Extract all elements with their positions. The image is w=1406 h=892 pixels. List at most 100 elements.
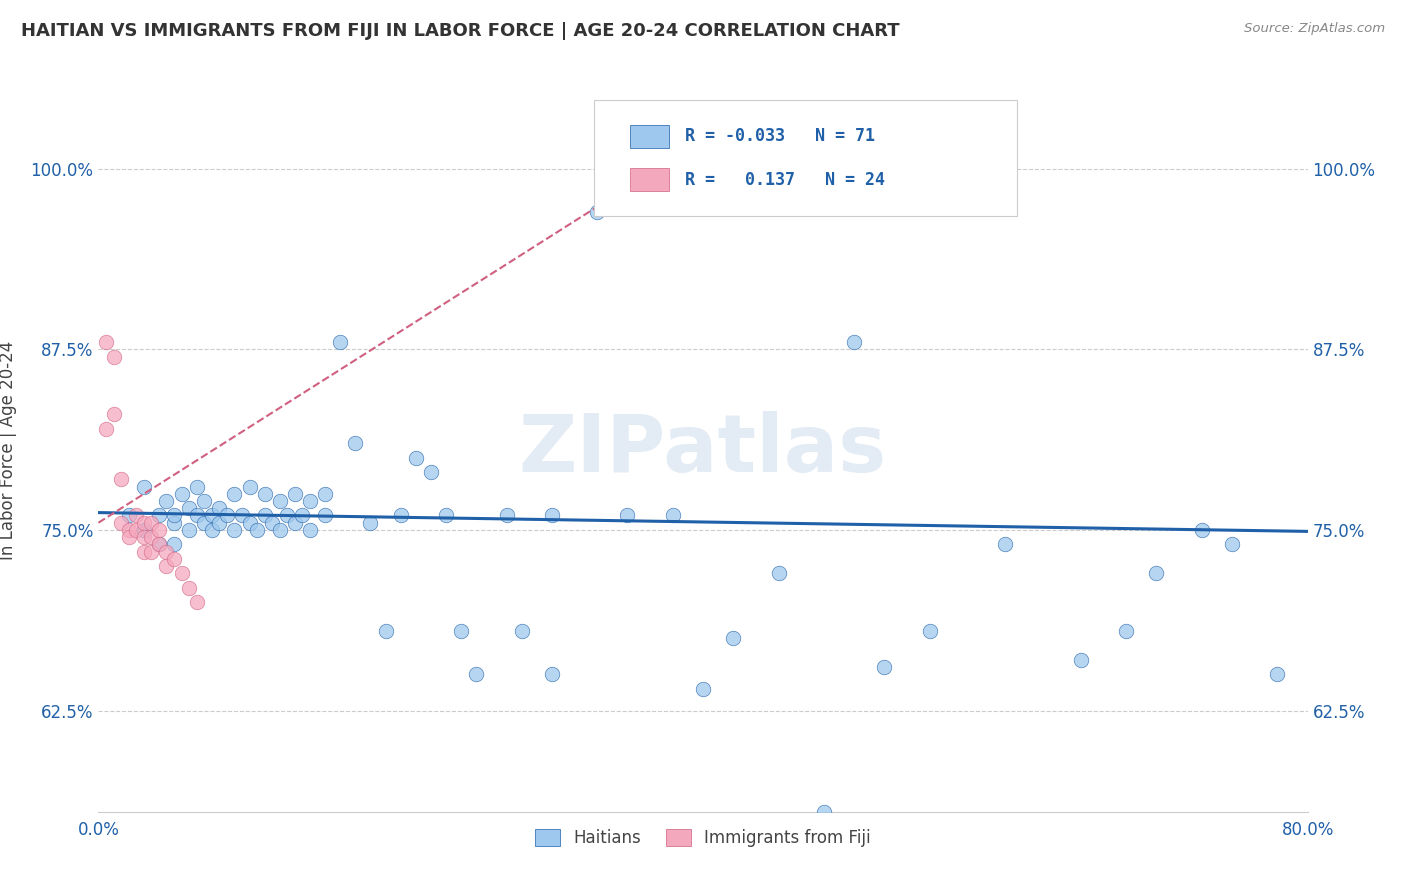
Point <box>179 581 201 595</box>
Point <box>224 487 246 501</box>
Point <box>141 530 163 544</box>
Point <box>616 508 638 523</box>
Point <box>148 508 170 523</box>
Point <box>262 516 284 530</box>
Point <box>132 516 155 530</box>
Point <box>132 523 155 537</box>
Point <box>239 480 262 494</box>
Point <box>291 508 314 523</box>
Point <box>768 566 790 581</box>
Bar <box>630 168 669 191</box>
Point <box>193 494 215 508</box>
Text: ZIPatlas: ZIPatlas <box>519 411 887 490</box>
Point <box>1070 653 1092 667</box>
Point <box>148 537 170 551</box>
Point <box>284 487 307 501</box>
Point <box>118 530 141 544</box>
Point <box>994 537 1017 551</box>
Point <box>495 508 517 523</box>
Point <box>193 516 215 530</box>
Point <box>314 487 336 501</box>
Point <box>844 334 866 349</box>
Point <box>276 508 298 523</box>
Bar <box>630 125 669 148</box>
Point <box>155 544 177 558</box>
Point <box>661 508 683 523</box>
Point <box>465 667 488 681</box>
Point <box>125 508 148 523</box>
Point <box>420 465 443 479</box>
Point <box>692 681 714 696</box>
Point <box>132 480 155 494</box>
Point <box>374 624 396 639</box>
Text: Source: ZipAtlas.com: Source: ZipAtlas.com <box>1244 22 1385 36</box>
Point <box>253 508 276 523</box>
Point <box>586 205 609 219</box>
Point <box>389 508 412 523</box>
Point <box>246 523 269 537</box>
Point <box>141 544 163 558</box>
Point <box>94 422 117 436</box>
Point <box>329 334 352 349</box>
Point <box>269 523 291 537</box>
Point <box>148 523 170 537</box>
Point <box>132 530 155 544</box>
Point <box>434 508 457 523</box>
Point <box>110 472 132 486</box>
Point <box>201 508 224 523</box>
Point <box>125 523 148 537</box>
Point <box>179 523 201 537</box>
Point <box>1267 667 1289 681</box>
FancyBboxPatch shape <box>595 100 1018 216</box>
Point <box>186 480 208 494</box>
Point <box>118 508 141 523</box>
Point <box>163 516 186 530</box>
Point <box>141 516 163 530</box>
Text: R =   0.137   N = 24: R = 0.137 N = 24 <box>685 170 884 188</box>
Point <box>215 508 238 523</box>
Point <box>450 624 472 639</box>
Point <box>224 523 246 537</box>
Point <box>94 334 117 349</box>
Text: R = -0.033   N = 71: R = -0.033 N = 71 <box>685 128 875 145</box>
Point <box>299 523 322 537</box>
Point <box>1144 566 1167 581</box>
Point <box>360 516 382 530</box>
Point <box>723 632 745 646</box>
Y-axis label: In Labor Force | Age 20-24: In Labor Force | Age 20-24 <box>0 341 17 560</box>
Point <box>314 508 336 523</box>
Legend: Haitians, Immigrants from Fiji: Haitians, Immigrants from Fiji <box>529 822 877 854</box>
Point <box>540 508 562 523</box>
Point <box>163 508 186 523</box>
Point <box>269 494 291 508</box>
Point <box>299 494 322 508</box>
Point <box>253 487 276 501</box>
Point <box>201 523 224 537</box>
Point <box>813 805 835 819</box>
Point <box>132 544 155 558</box>
Point <box>1115 624 1137 639</box>
Point <box>873 660 896 674</box>
Point <box>170 566 193 581</box>
Point <box>284 516 307 530</box>
Point <box>170 487 193 501</box>
Point <box>1191 523 1213 537</box>
Point <box>344 436 367 450</box>
Point <box>186 595 208 609</box>
Point <box>540 667 562 681</box>
Point <box>186 508 208 523</box>
Point <box>163 551 186 566</box>
Point <box>103 350 125 364</box>
Point <box>155 559 177 574</box>
Point <box>118 523 141 537</box>
Point <box>148 537 170 551</box>
Point <box>179 501 201 516</box>
Point <box>163 537 186 551</box>
Text: HAITIAN VS IMMIGRANTS FROM FIJI IN LABOR FORCE | AGE 20-24 CORRELATION CHART: HAITIAN VS IMMIGRANTS FROM FIJI IN LABOR… <box>21 22 900 40</box>
Point <box>510 624 533 639</box>
Point <box>231 508 253 523</box>
Point <box>155 494 177 508</box>
Point <box>208 516 231 530</box>
Point <box>405 450 427 465</box>
Point <box>239 516 262 530</box>
